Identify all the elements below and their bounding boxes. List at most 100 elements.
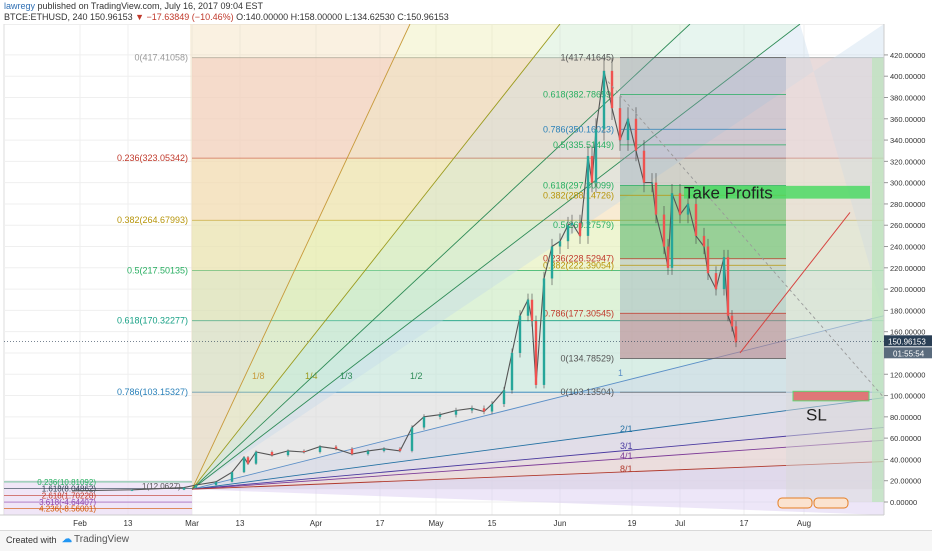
candle-body[interactable]: [558, 241, 562, 247]
candle-body[interactable]: [470, 408, 474, 411]
candle-body[interactable]: [594, 129, 598, 183]
candle-body[interactable]: [490, 404, 494, 412]
last-price: 150.96153: [90, 12, 133, 22]
publish-line: lawregy published on TradingView.com, Ju…: [4, 1, 263, 11]
candle-body[interactable]: [270, 451, 274, 456]
candle-body[interactable]: [246, 457, 250, 464]
fib-zone-left: [192, 392, 884, 490]
tradingview-logo[interactable]: ☁ TradingView: [62, 534, 129, 545]
price-axis-label: 120.00000: [890, 370, 925, 379]
candle-body[interactable]: [410, 427, 414, 451]
candle-body[interactable]: [550, 246, 554, 279]
candle-body[interactable]: [382, 448, 386, 451]
fib-box-right-red: [620, 313, 786, 359]
candle-body[interactable]: [530, 299, 534, 322]
candle-body[interactable]: [510, 352, 514, 391]
candle-body[interactable]: [726, 257, 730, 316]
countdown-box: [884, 347, 932, 359]
candle-body[interactable]: [526, 299, 530, 316]
candle-body[interactable]: [610, 70, 614, 109]
candle-body[interactable]: [570, 223, 574, 226]
candle-body[interactable]: [578, 223, 582, 236]
gann-fan-line: [191, 439, 885, 490]
candle-body[interactable]: [590, 156, 594, 183]
gann-fan-line: [191, 315, 885, 490]
stop-loss-band[interactable]: [792, 390, 870, 402]
candle-body[interactable]: [618, 108, 622, 141]
candle-body[interactable]: [650, 182, 654, 184]
candle-body[interactable]: [398, 448, 402, 451]
price-axis-label: 260.00000: [890, 221, 925, 230]
candle-body[interactable]: [438, 414, 442, 417]
price-axis[interactable]: [884, 24, 932, 515]
candle-body[interactable]: [706, 246, 710, 274]
candle-body[interactable]: [482, 408, 486, 412]
candle-body[interactable]: [642, 150, 646, 183]
price-chart[interactable]: 0(417.41058) 0.236(323.05342) 0.382(264.67…: [0, 24, 932, 530]
candle-body[interactable]: [518, 315, 522, 353]
candle-body[interactable]: [366, 450, 370, 455]
candle-body[interactable]: [666, 246, 670, 268]
candle-body[interactable]: [694, 203, 698, 236]
candle-body[interactable]: [182, 487, 186, 490]
candle-body[interactable]: [702, 235, 706, 247]
time-axis-label: 17: [376, 519, 385, 528]
brand-name: TradingView: [74, 534, 130, 545]
projection-zone: [786, 57, 884, 502]
candle-body[interactable]: [678, 193, 682, 215]
candle-body[interactable]: [626, 118, 630, 141]
gann-fan-line: [191, 461, 885, 490]
candle-body[interactable]: [454, 410, 458, 415]
take-profit-band[interactable]: [684, 185, 870, 199]
gann-fan-zone: [192, 461, 884, 515]
candle-body[interactable]: [534, 321, 538, 385]
candle-body[interactable]: [542, 278, 546, 385]
candle-body[interactable]: [734, 326, 738, 343]
candle-body[interactable]: [242, 457, 246, 473]
candle-body[interactable]: [730, 315, 734, 327]
author-link[interactable]: lawregy: [4, 1, 36, 11]
candle-body[interactable]: [302, 450, 306, 452]
range-badge[interactable]: [777, 497, 813, 509]
candle-body[interactable]: [714, 273, 718, 290]
candle-body[interactable]: [670, 193, 674, 268]
trend-line-dashed: [607, 81, 885, 398]
gann-fan-label: 2/1: [620, 424, 633, 434]
time-axis-label: 19: [628, 519, 637, 528]
candle-body[interactable]: [230, 472, 234, 482]
candle-body[interactable]: [586, 156, 590, 236]
candle-body[interactable]: [422, 416, 426, 428]
candle-body[interactable]: [286, 450, 290, 456]
candle-body[interactable]: [686, 203, 690, 215]
fib-extension-zone: [4, 480, 192, 515]
candle-body[interactable]: [194, 484, 198, 488]
candle-body[interactable]: [350, 448, 354, 455]
candle-body[interactable]: [566, 225, 570, 242]
time-axis[interactable]: [0, 515, 932, 530]
candle-body[interactable]: [722, 257, 726, 290]
candle-body[interactable]: [214, 481, 218, 485]
range-badge[interactable]: [813, 497, 849, 509]
candle-body[interactable]: [654, 182, 658, 215]
time-axis-label: Feb: [73, 519, 87, 528]
price-axis-label: 100.00000: [890, 392, 925, 401]
countdown-label: 01:55:54: [893, 349, 925, 358]
price-axis-label: 320.00000: [890, 157, 925, 166]
candle-body[interactable]: [318, 446, 322, 452]
candle-body[interactable]: [662, 214, 666, 247]
fib-label-right: 0(134.78529): [560, 354, 614, 364]
candle-body[interactable]: [502, 390, 506, 405]
fib-label-left: 0.618(170.32277): [117, 316, 188, 326]
candle-body[interactable]: [254, 451, 258, 464]
candle-body[interactable]: [334, 446, 338, 449]
price-axis-label: 0.00000: [890, 498, 917, 507]
time-axis-label: Aug: [797, 519, 811, 528]
gann-fan-zone: [192, 24, 884, 490]
fib-label-left: 0(417.41058): [134, 53, 188, 63]
candle-body[interactable]: [634, 118, 638, 151]
current-price-box: [884, 335, 932, 347]
ohlc-values: O:140.00000 H:158.00000 L:134.62530 C:15…: [236, 12, 449, 22]
candle-body[interactable]: [602, 70, 606, 130]
fib-label-right: 1(417.41645): [560, 53, 614, 63]
candle-body[interactable]: [130, 489, 134, 491]
